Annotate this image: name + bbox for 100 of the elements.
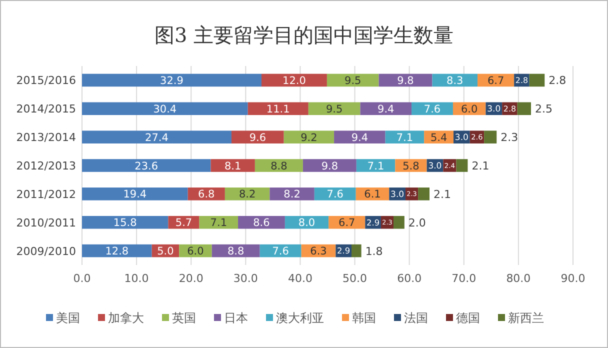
x-tick-label: 50.0	[342, 272, 368, 285]
data-label: 7.6	[272, 246, 290, 258]
data-label: 2.8	[548, 74, 566, 88]
legend-label: 法国	[404, 311, 428, 325]
data-label: 6.0	[187, 246, 204, 258]
bar	[168, 216, 200, 229]
data-label: 9.8	[321, 160, 338, 172]
data-label: 5.4	[430, 132, 448, 144]
bar	[352, 244, 362, 258]
data-label: 7.1	[367, 160, 384, 172]
data-label: 3.0	[454, 133, 468, 144]
bar	[210, 159, 255, 172]
bar	[82, 102, 248, 116]
bar	[82, 188, 188, 200]
data-label: 3.0	[487, 104, 501, 115]
bar	[302, 159, 356, 172]
data-label: 8.6	[253, 217, 270, 230]
data-label: 7.1	[396, 132, 414, 144]
legend-label: 德国	[456, 311, 480, 325]
data-label: 2.1	[434, 188, 452, 201]
x-tick-label: 10.0	[124, 272, 149, 285]
data-label: 11.1	[266, 103, 290, 116]
data-label: 2.9	[366, 217, 380, 228]
x-tick-label: 20.0	[178, 272, 204, 285]
x-tick-label: 60.0	[397, 272, 422, 285]
data-label: 8.8	[270, 160, 288, 172]
data-label: 6.1	[364, 188, 381, 201]
data-label: 2.5	[534, 102, 552, 116]
y-tick-label: 2009/2010	[16, 244, 76, 258]
bar	[385, 130, 424, 144]
y-tick-label: 2013/2014	[16, 131, 76, 144]
data-label: 1.8	[365, 244, 383, 258]
legend-label: 日本	[224, 311, 248, 325]
legend-label: 新西兰	[508, 311, 544, 325]
bar	[456, 159, 468, 172]
y-tick-label: 2014/2015	[16, 102, 76, 116]
bar	[418, 188, 430, 200]
bar	[443, 159, 456, 172]
data-label: 2.0	[408, 216, 426, 230]
bar	[248, 102, 308, 116]
bar	[82, 74, 262, 87]
data-label: 5.7	[175, 217, 192, 230]
y-tick-label: 2012/2013	[16, 160, 76, 172]
data-label: 8.3	[446, 74, 464, 87]
data-label: 2.9	[337, 246, 350, 256]
bar	[529, 74, 545, 87]
data-label: 8.0	[298, 217, 316, 230]
bar	[356, 159, 396, 172]
data-label: 23.6	[134, 160, 158, 172]
bar	[199, 216, 238, 229]
data-label: 8.2	[238, 188, 256, 201]
bar	[82, 159, 211, 172]
x-tick-label: 70.0	[452, 272, 476, 285]
data-label: 6.7	[338, 217, 356, 230]
legend-label: 澳大利亚	[276, 311, 324, 325]
data-label: 8.2	[284, 188, 300, 201]
data-label: 7.6	[424, 103, 441, 116]
legend-label: 加拿大	[108, 311, 144, 325]
bar	[284, 216, 329, 229]
data-label: 15.8	[113, 217, 137, 230]
bar	[224, 188, 270, 200]
data-label: 9.6	[249, 132, 266, 144]
data-label: 8.8	[227, 246, 244, 258]
bar	[82, 216, 168, 229]
bar	[517, 102, 531, 116]
bar	[82, 130, 232, 144]
bar	[334, 130, 386, 144]
bar	[360, 102, 412, 116]
legend-label: 美国	[56, 311, 80, 325]
data-label: 5.8	[402, 160, 420, 172]
y-tick-label: 2011/2012	[16, 188, 76, 201]
bar	[484, 130, 497, 144]
data-label: 2.3	[500, 131, 518, 144]
y-tick-label: 2015/2016	[16, 74, 76, 88]
data-label: 32.9	[160, 74, 184, 87]
bar	[238, 216, 285, 229]
bar	[284, 130, 334, 144]
bar	[82, 244, 152, 258]
bar	[231, 130, 284, 144]
data-label: 19.4	[123, 188, 147, 201]
bar	[270, 188, 314, 200]
bar	[308, 102, 360, 116]
bar	[394, 216, 404, 229]
data-label: 9.4	[378, 103, 395, 116]
x-tick-label: 0.0	[73, 272, 91, 285]
x-tick-label: 40.0	[288, 272, 312, 285]
chart-title: 图3 主要留学目的国中国学生数量	[154, 23, 454, 47]
y-tick-label: 2010/2011	[16, 216, 76, 230]
data-label: 5.0	[157, 246, 174, 258]
data-label: 6.8	[198, 188, 215, 201]
data-label: 2.1	[472, 160, 490, 172]
data-label: 12.8	[105, 246, 129, 258]
data-label: 8.1	[224, 160, 242, 172]
x-tick-label: 80.0	[506, 272, 531, 285]
data-label: 9.5	[326, 103, 343, 116]
data-label: 6.3	[310, 246, 327, 258]
legend-label: 韩国	[352, 311, 376, 325]
data-label: 30.4	[153, 103, 177, 116]
data-label: 6.7	[487, 74, 504, 87]
data-label: 27.4	[145, 132, 169, 144]
